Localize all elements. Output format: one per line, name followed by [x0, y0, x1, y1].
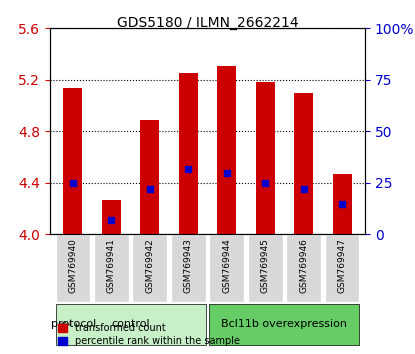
Text: control: control [111, 319, 150, 330]
Bar [63, 87, 83, 234]
FancyBboxPatch shape [248, 234, 283, 302]
Text: GSM769947: GSM769947 [338, 238, 347, 293]
FancyBboxPatch shape [286, 234, 321, 302]
Legend: transformed count, percentile rank within the sample: transformed count, percentile rank withi… [55, 320, 243, 349]
Bar [332, 174, 352, 234]
Text: GSM769943: GSM769943 [184, 238, 193, 293]
Text: GSM769942: GSM769942 [145, 238, 154, 293]
Bar [217, 66, 237, 234]
FancyBboxPatch shape [56, 304, 205, 345]
Bar [140, 120, 159, 234]
Text: Bcl11b overexpression: Bcl11b overexpression [222, 319, 347, 330]
Bar [178, 73, 198, 234]
Text: GSM769946: GSM769946 [299, 238, 308, 293]
FancyBboxPatch shape [325, 234, 359, 302]
Text: GSM769944: GSM769944 [222, 238, 231, 293]
Text: GSM769940: GSM769940 [68, 238, 77, 293]
FancyBboxPatch shape [210, 304, 359, 345]
Bar [294, 93, 313, 234]
Bar [102, 200, 121, 234]
FancyBboxPatch shape [56, 234, 90, 302]
FancyBboxPatch shape [171, 234, 205, 302]
Text: protocol: protocol [51, 319, 96, 330]
Text: GSM769941: GSM769941 [107, 238, 116, 293]
Text: GDS5180 / ILMN_2662214: GDS5180 / ILMN_2662214 [117, 16, 298, 30]
Bar [256, 82, 275, 234]
FancyBboxPatch shape [132, 234, 167, 302]
FancyBboxPatch shape [210, 234, 244, 302]
FancyBboxPatch shape [94, 234, 129, 302]
Text: GSM769945: GSM769945 [261, 238, 270, 293]
